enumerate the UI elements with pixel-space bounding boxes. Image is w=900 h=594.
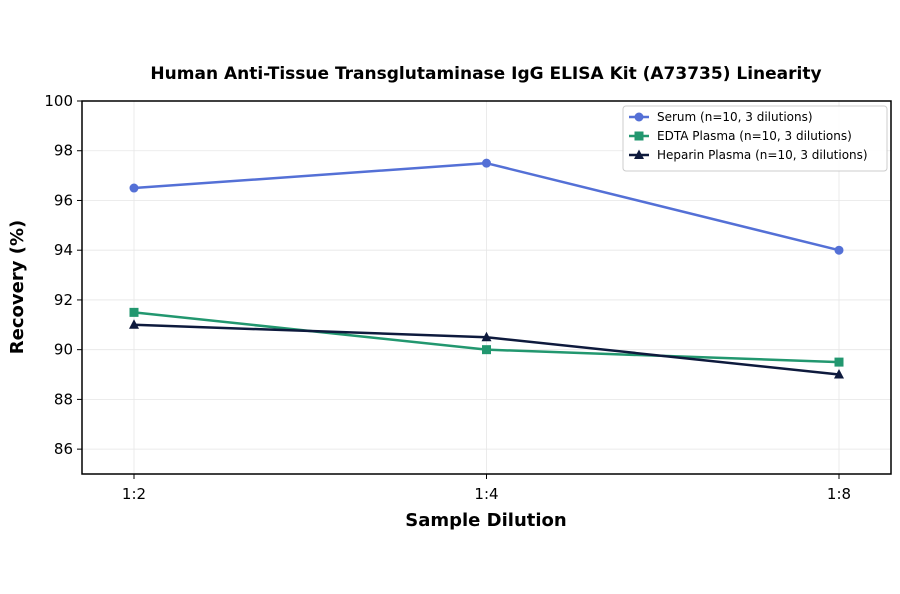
legend-item: EDTA Plasma (n=10, 3 dilutions) <box>629 129 852 143</box>
y-tick-label: 90 <box>54 341 73 359</box>
data-point <box>129 183 139 193</box>
data-point <box>834 369 844 379</box>
data-point <box>481 331 492 342</box>
data-point <box>482 345 491 355</box>
y-tick-label: 88 <box>54 390 73 408</box>
x-axis-title: Sample Dilution <box>405 510 566 531</box>
y-tick-label: 92 <box>54 291 73 309</box>
data-point <box>482 158 491 168</box>
y-axis-ticks: 86 88 90 92 94 96 98 100 <box>44 92 82 458</box>
y-tick-label: 96 <box>54 191 73 209</box>
x-axis-ticks: 1:2 1:4 1:8 <box>122 474 851 503</box>
legend-box <box>622 105 888 172</box>
legend: Serum (n=10, 3 dilutions) EDTA Plasma (n=… <box>622 105 888 172</box>
y-tick-label: 98 <box>54 142 73 160</box>
series-2 <box>129 319 844 379</box>
data-point <box>834 357 844 367</box>
legend-label: Heparin Plasma (n=10, 3 dilutions) <box>657 148 868 162</box>
data-point <box>129 319 139 329</box>
x-tick-label: 1:4 <box>474 485 498 503</box>
x-tick-label: 1:2 <box>122 485 146 503</box>
series-layer <box>129 158 844 379</box>
legend-item: Serum (n=10, 3 dilutions) <box>629 110 813 124</box>
data-point <box>129 307 139 317</box>
y-axis-title: Recovery (%) <box>7 220 28 354</box>
chart-title: Human Anti-Tissue Transglutaminase IgG E… <box>150 64 821 84</box>
legend-label: Serum (n=10, 3 dilutions) <box>657 110 813 124</box>
x-tick-label: 1:8 <box>827 485 851 503</box>
legend-marker <box>634 112 644 122</box>
data-point <box>834 245 844 255</box>
legend-marker <box>634 149 644 159</box>
legend-label: EDTA Plasma (n=10, 3 dilutions) <box>657 129 852 143</box>
plot-area-frame <box>81 100 892 475</box>
series-1 <box>129 307 844 367</box>
y-tick-label: 86 <box>54 440 73 458</box>
legend-item: Heparin Plasma (n=10, 3 dilutions) <box>629 148 868 162</box>
legend-marker <box>634 131 644 141</box>
series-0 <box>129 158 844 255</box>
y-tick-label: 94 <box>54 241 73 259</box>
y-tick-label: 100 <box>44 92 73 110</box>
